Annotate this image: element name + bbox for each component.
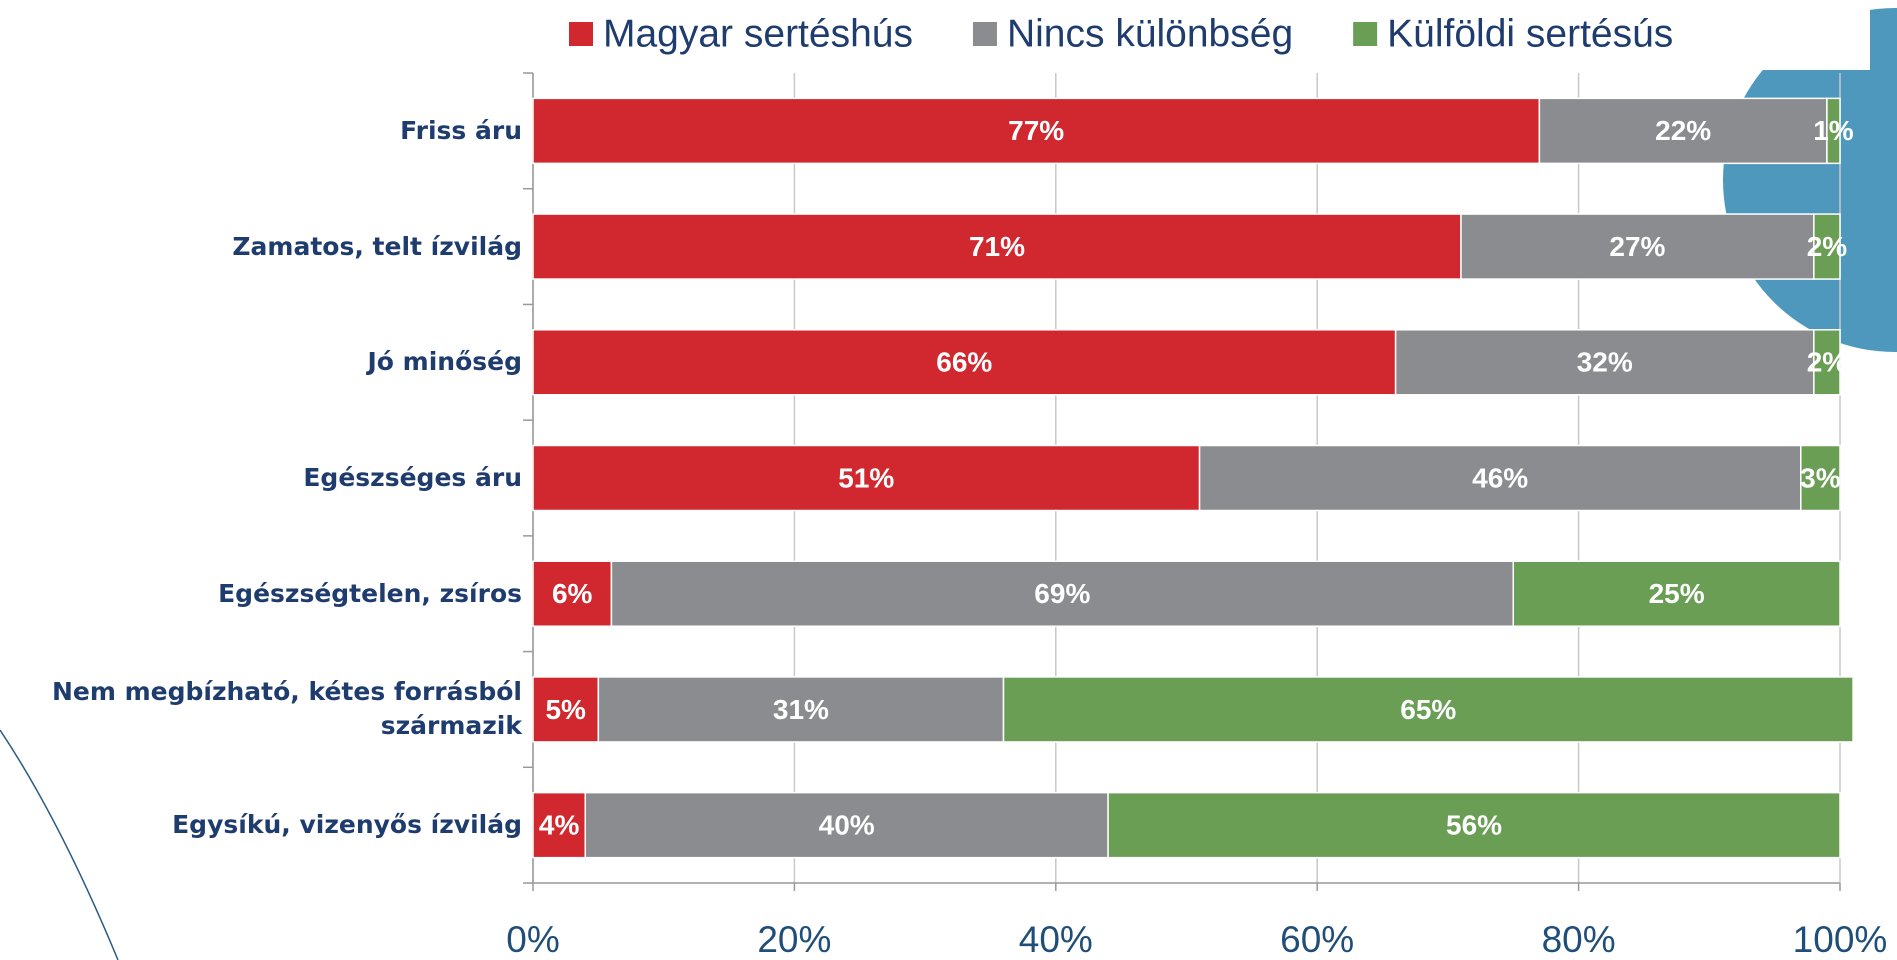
x-tick-label: 100% (1793, 919, 1888, 960)
category-label: Egészségtelen, zsíros (218, 578, 522, 608)
value-label: 31% (773, 694, 829, 725)
bar-segment (610, 560, 1514, 627)
bar-segment (1538, 97, 1828, 165)
legend-swatch (1353, 22, 1378, 46)
bar-segment (1002, 676, 1854, 743)
category-label: Friss áru (400, 115, 522, 145)
value-label: 2% (1807, 347, 1848, 378)
bar-segment (1813, 213, 1841, 280)
bar-segment (1107, 791, 1841, 859)
value-label: 56% (1446, 810, 1502, 841)
bar-segment (532, 560, 613, 627)
legend-background (1450, 0, 1870, 70)
value-label: 4% (539, 810, 580, 841)
value-label: 32% (1577, 347, 1633, 378)
x-tick-label: 0% (506, 919, 559, 960)
category-label: Zamatos, telt ízvilág (232, 231, 522, 261)
bar-segment (1394, 329, 1815, 396)
bar-segment (1800, 444, 1841, 512)
value-label: 71% (969, 231, 1025, 262)
value-label: 25% (1649, 578, 1705, 609)
value-label: 5% (545, 694, 586, 725)
value-label: 77% (1008, 115, 1064, 146)
x-tick-label: 40% (1019, 919, 1093, 960)
value-label: 3% (1800, 462, 1841, 493)
bar-segment (532, 444, 1201, 512)
legend-label: Külföldi sertésús (1387, 12, 1673, 55)
bar-segment (532, 676, 600, 743)
legend-swatch (972, 22, 997, 46)
value-label: 2% (1807, 231, 1848, 262)
bar-segment (532, 213, 1462, 280)
bar-segment (1813, 329, 1841, 396)
x-tick-label: 60% (1280, 919, 1354, 960)
value-label: 27% (1609, 231, 1665, 262)
value-label: 40% (819, 810, 875, 841)
x-tick-label: 20% (757, 919, 831, 960)
bar-segment (584, 791, 1109, 859)
value-label: 66% (936, 347, 992, 378)
decoration-curve (0, 729, 119, 960)
bar-segment (532, 97, 1541, 165)
value-label: 22% (1655, 115, 1711, 146)
legend-swatch (569, 22, 593, 46)
x-tick-label: 80% (1542, 919, 1616, 960)
category-label: Egészséges áru (303, 463, 522, 492)
legend-label: Nincs különbség (1007, 12, 1293, 55)
bar-segment (1198, 444, 1802, 512)
category-label: Nem megbízható, kétes forrásból származi… (51, 677, 522, 741)
legend-label: Magyar sertéshús (603, 12, 913, 55)
bar-segment (1826, 97, 1841, 165)
value-label: 69% (1034, 578, 1090, 609)
value-label: 6% (552, 578, 593, 609)
bar-segment (1460, 213, 1815, 280)
value-label: 51% (838, 462, 894, 493)
category-label: Egysíkú, vizenyős ízvilág (172, 810, 522, 840)
bar-segment (532, 791, 587, 859)
value-label: 46% (1472, 462, 1528, 493)
value-label: 65% (1400, 694, 1456, 725)
category-label: Jó minőség (367, 347, 522, 377)
bar-segment (1512, 560, 1841, 627)
value-label: 1% (1813, 115, 1854, 146)
